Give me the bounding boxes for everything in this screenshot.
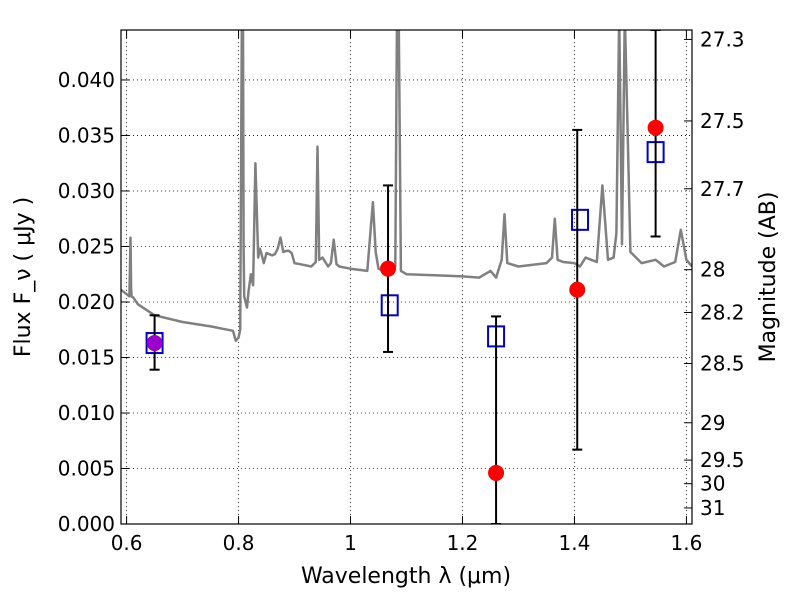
y-tick-label: 0.000 [58, 512, 115, 536]
data-layer [121, 30, 692, 524]
y2-tick-label: 28.5 [700, 352, 745, 376]
y2-tick-label: 28 [700, 258, 725, 282]
y2-tick-label: 29.5 [700, 448, 745, 472]
observed-flux-point [569, 281, 586, 298]
y2-tick-label: 27.7 [700, 177, 745, 201]
x-axis-label: Wavelength λ (μm) [301, 564, 511, 589]
x-tick-label: 0.6 [111, 531, 143, 555]
y-tick-label: 0.015 [58, 345, 115, 369]
x-tick-label: 1.2 [447, 531, 479, 555]
y-tick-label: 0.025 [58, 234, 115, 258]
y-tick-label: 0.040 [58, 68, 115, 92]
plot-frame [120, 29, 693, 525]
y-tick-label: 0.010 [58, 401, 115, 425]
tick-layer: 0.6 0.8 1 1.2 1.4 1.6 0.000 0.005 0.010 0.015 0.02… [58, 27, 745, 555]
y2-axis-label: Magnitude (AB) [756, 192, 781, 363]
y2-tick-label: 31 [700, 496, 725, 520]
y2-tick-label: 30 [700, 472, 725, 496]
y-tick-label: 0.030 [58, 179, 115, 203]
y-tick-label: 0.005 [58, 456, 115, 480]
y-tick-label: 0.035 [58, 123, 115, 147]
observed-flux-point [647, 119, 664, 136]
x-tick-label: 0.8 [223, 531, 255, 555]
y-axis-label: Flux F_ν ( μJy ) [11, 197, 36, 357]
y2-tick-label: 29 [700, 411, 725, 435]
y2-tick-label: 27.5 [700, 109, 745, 133]
model-band-square [380, 294, 399, 317]
observed-flux-point [380, 260, 397, 277]
observed-flux-point [146, 335, 163, 352]
x-tick-label: 1.4 [559, 531, 591, 555]
y2-tick-label: 28.2 [700, 300, 745, 324]
model-spectrum-line [121, 30, 692, 343]
x-tick-label: 1.6 [670, 531, 702, 555]
observed-flux-point [488, 464, 505, 481]
y-tick-label: 0.020 [58, 290, 115, 314]
y2-tick-label: 27.3 [700, 27, 745, 51]
model-band-square [571, 208, 590, 231]
x-tick-label: 1 [344, 531, 357, 555]
grid-layer [121, 30, 692, 525]
